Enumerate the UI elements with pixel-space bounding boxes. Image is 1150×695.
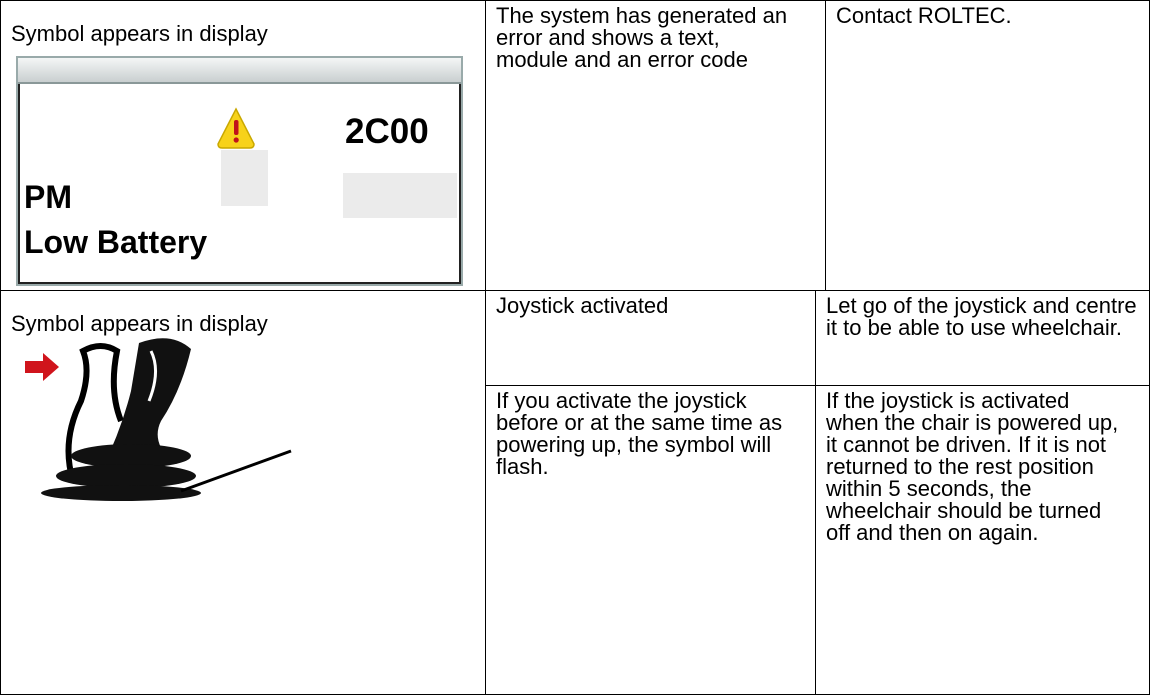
- description: If you activate the joystick before or a…: [496, 388, 783, 479]
- cell: If you activate the joystick before or a…: [485, 385, 816, 695]
- description: The system has generated an error and sh…: [496, 3, 788, 72]
- cell: Contact ROLTEC.: [825, 0, 1150, 291]
- display-bar: [18, 58, 461, 84]
- display-inner: 2C00 PM Low Battery: [18, 84, 461, 284]
- gray-block: [221, 150, 268, 206]
- gray-block: [343, 173, 457, 218]
- action: If the joystick is activated when the ch…: [826, 388, 1119, 545]
- action: Let go of the joystick and centre it to …: [826, 293, 1137, 340]
- error-code: 2C00: [345, 112, 429, 151]
- symbol-label: Symbol appears in display: [11, 21, 268, 46]
- cell: The system has generated an error and sh…: [485, 0, 826, 291]
- symbol-label: Symbol appears in display: [11, 311, 268, 336]
- cell: Joystick activated: [485, 290, 816, 386]
- cell: Symbol appears in display: [0, 290, 486, 695]
- warning-icon: [217, 107, 255, 149]
- description: Joystick activated: [496, 293, 669, 318]
- action: Contact ROLTEC.: [836, 3, 1012, 28]
- module: PM: [24, 179, 72, 215]
- cell: Let go of the joystick and centre it to …: [815, 290, 1150, 386]
- display-screen: 2C00 PM Low Battery: [16, 56, 463, 286]
- cell: Symbol appears in display 2C00 PM Low Ba…: [0, 0, 486, 291]
- cell: If the joystick is activated when the ch…: [815, 385, 1150, 695]
- joystick-icon: [25, 338, 292, 501]
- message: Low Battery: [24, 224, 208, 260]
